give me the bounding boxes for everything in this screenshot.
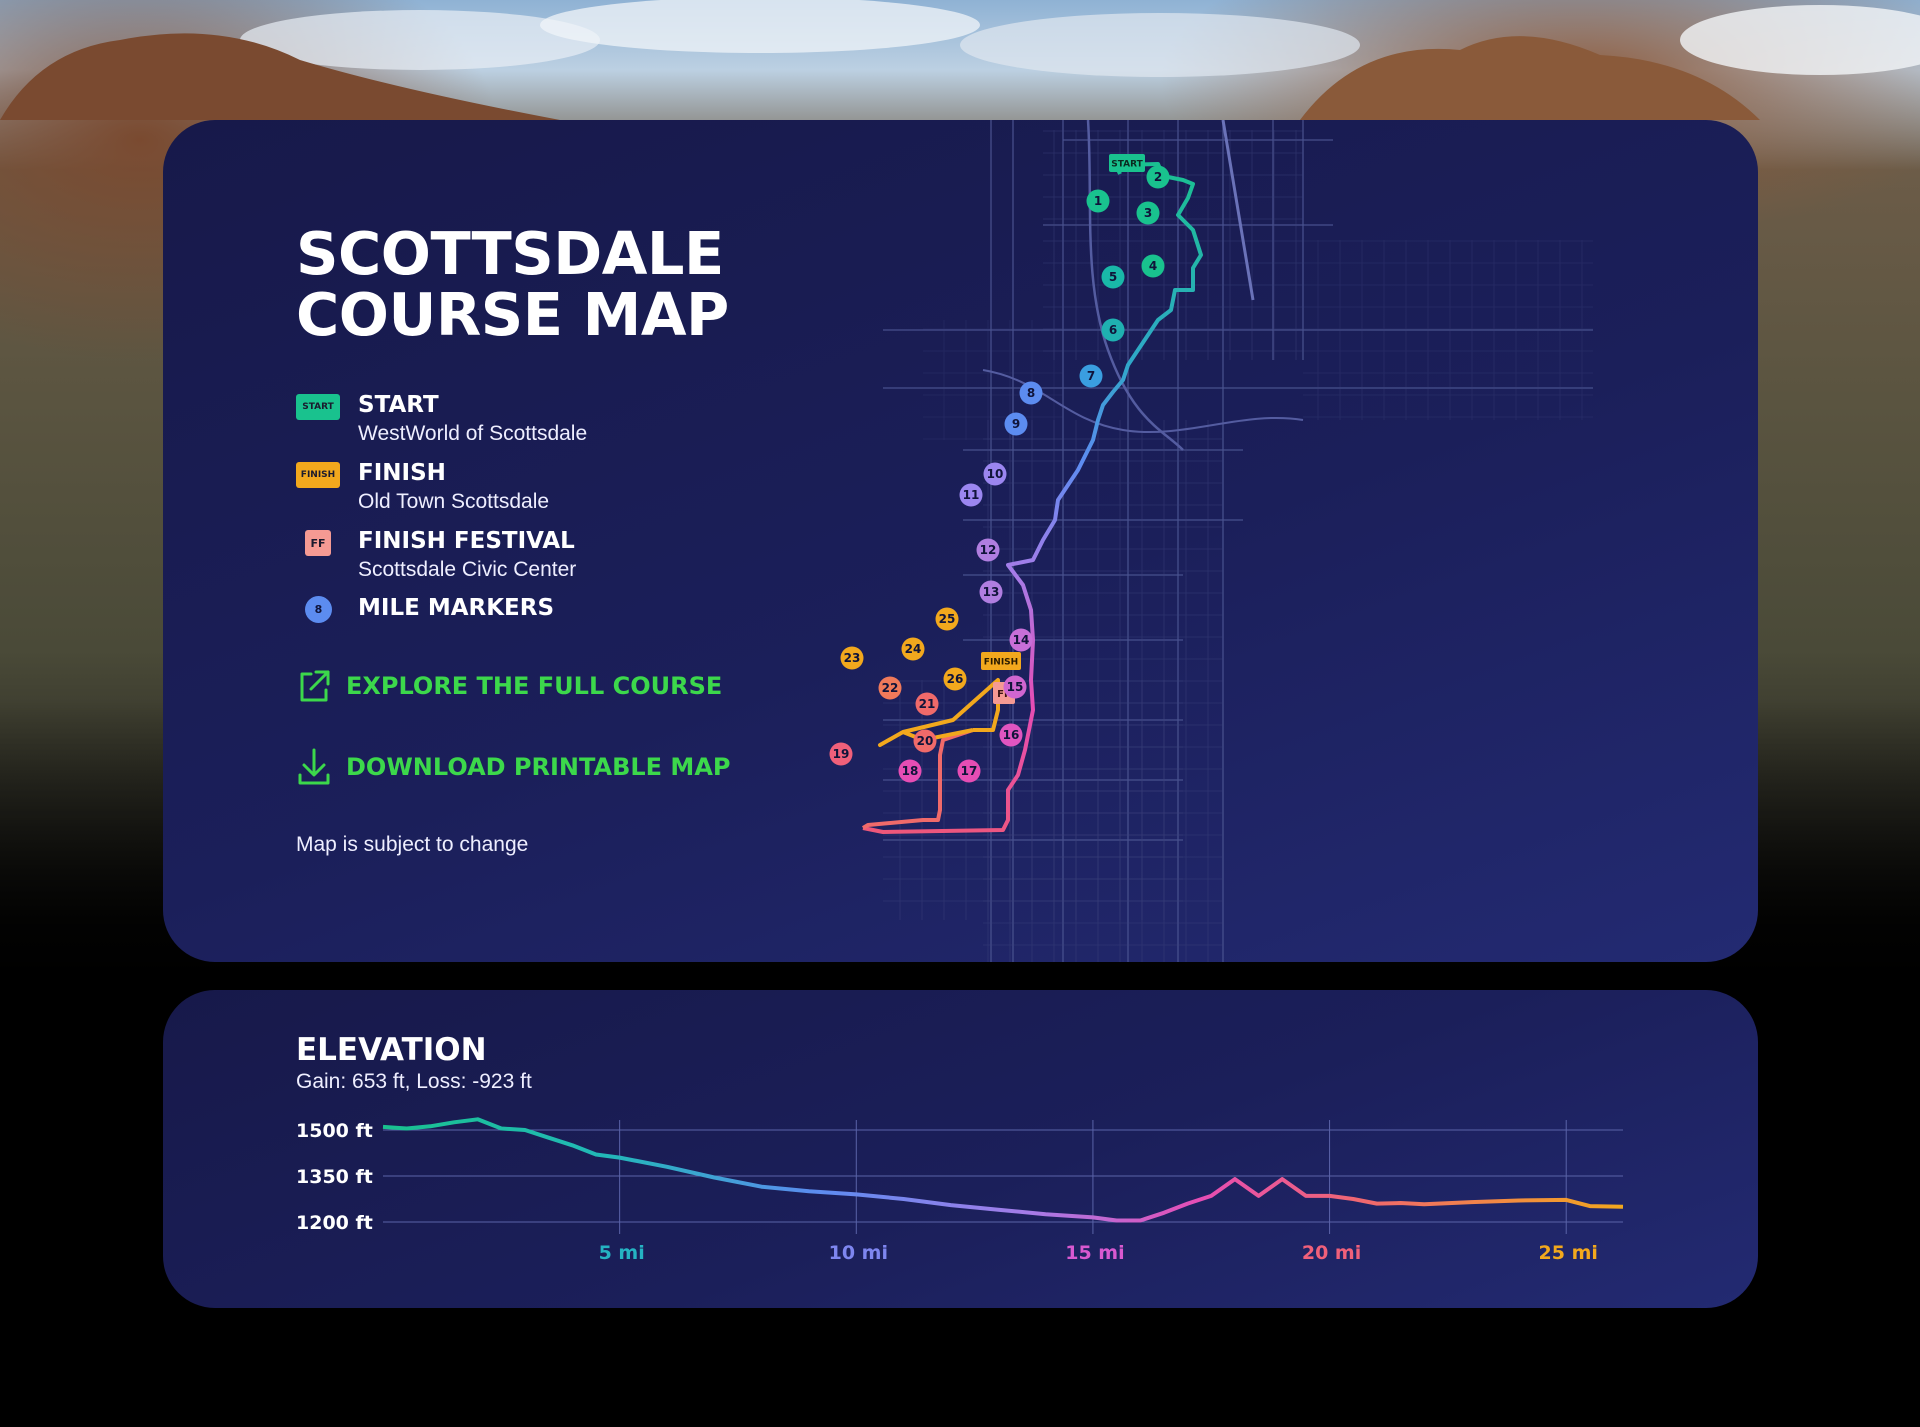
explore-course-link[interactable]: EXPLORE THE FULL COURSE bbox=[296, 666, 722, 706]
mile-marker-20[interactable] bbox=[913, 729, 937, 753]
map-finish-flag[interactable] bbox=[981, 652, 1021, 670]
mile-marker-11[interactable] bbox=[959, 483, 983, 507]
external-link-icon bbox=[300, 670, 330, 702]
mile-marker-label: 19 bbox=[833, 747, 850, 761]
map-finish-label: FINISH bbox=[984, 658, 1018, 668]
legend-festival-title: FINISH FESTIVAL bbox=[358, 528, 575, 554]
mile-marker-2[interactable] bbox=[1146, 165, 1170, 189]
x-tick-label: 5 mi bbox=[599, 1242, 645, 1264]
mile-marker-15[interactable] bbox=[1003, 675, 1027, 699]
x-tick-label: 10 mi bbox=[829, 1242, 888, 1264]
map-start-flag[interactable] bbox=[1109, 154, 1145, 172]
mile-marker-12[interactable] bbox=[976, 538, 1000, 562]
mile-marker-3[interactable] bbox=[1136, 201, 1160, 225]
y-tick-label: 1350 ft bbox=[296, 1166, 373, 1188]
mile-marker-label: 14 bbox=[1013, 633, 1030, 647]
mile-marker-17[interactable] bbox=[957, 759, 981, 783]
legend-start-title: START bbox=[358, 392, 439, 418]
mile-marker-label: 26 bbox=[947, 672, 964, 686]
mile-marker-18[interactable] bbox=[898, 759, 922, 783]
y-tick-label: 1500 ft bbox=[296, 1120, 373, 1142]
mile-marker-9[interactable] bbox=[1004, 412, 1028, 436]
mile-marker-label: 15 bbox=[1007, 680, 1024, 694]
mile-markers: 1234567891011121314151617181920212223242… bbox=[829, 165, 1170, 783]
mile-marker-8[interactable] bbox=[1019, 381, 1043, 405]
y-tick-label: 1200 ft bbox=[296, 1212, 373, 1234]
course-map-card: SCOTTSDALE COURSE MAP START START WestWo… bbox=[163, 120, 1758, 962]
mile-marker-label: 10 bbox=[987, 467, 1004, 481]
mile-marker-label: 18 bbox=[902, 764, 919, 778]
mile-marker-label: 23 bbox=[844, 651, 861, 665]
x-tick-label: 20 mi bbox=[1302, 1242, 1361, 1264]
mile-marker-label: 5 bbox=[1109, 270, 1117, 284]
elevation-chart: 1500 ft 1350 ft 1200 ft 5 mi 10 mi 15 mi 20 m… bbox=[296, 1117, 1624, 1264]
mile-marker-19[interactable] bbox=[829, 742, 853, 766]
elevation-summary: Gain: 653 ft, Loss: -923 ft bbox=[296, 1070, 532, 1093]
mile-marker-label: 20 bbox=[917, 734, 934, 748]
mile-marker-label: 6 bbox=[1109, 323, 1117, 337]
mile-marker-label: 8 bbox=[1027, 386, 1035, 400]
mile-marker-label: 24 bbox=[905, 642, 922, 656]
start-flag-icon: START bbox=[296, 394, 340, 420]
mile-marker-21[interactable] bbox=[915, 692, 939, 716]
elevation-line bbox=[382, 1117, 1624, 1223]
mile-marker-23[interactable] bbox=[840, 646, 864, 670]
title-line-2: COURSE MAP bbox=[296, 280, 729, 349]
mile-marker-label: 16 bbox=[1003, 728, 1020, 742]
page-title: SCOTTSDALE COURSE MAP bbox=[296, 223, 729, 345]
map-festival-label: FF bbox=[997, 689, 1011, 700]
finish-flag-icon: FINISH bbox=[296, 462, 340, 488]
mile-marker-label: 22 bbox=[882, 681, 899, 695]
mile-marker-label: 3 bbox=[1144, 206, 1152, 220]
mile-marker-label: 17 bbox=[961, 764, 978, 778]
x-tick-label: 25 mi bbox=[1539, 1242, 1598, 1264]
sky-clouds bbox=[0, 0, 1920, 120]
mile-marker-label: 12 bbox=[980, 543, 997, 557]
mile-marker-label: 9 bbox=[1012, 417, 1020, 431]
elevation-card: ELEVATION Gain: 653 ft, Loss: -923 ft 15… bbox=[163, 990, 1758, 1308]
mile-marker-26[interactable] bbox=[943, 667, 967, 691]
festival-icon: FF bbox=[305, 530, 331, 556]
disclaimer-note: Map is subject to change bbox=[296, 833, 529, 856]
mile-marker-label: 13 bbox=[983, 585, 1000, 599]
mile-marker-5[interactable] bbox=[1101, 265, 1125, 289]
legend-start-subtitle: WestWorld of Scottsdale bbox=[358, 422, 588, 445]
course-map[interactable]: START FINISH FF 123456789101112131415161… bbox=[163, 120, 1758, 962]
mile-marker-6[interactable] bbox=[1101, 318, 1125, 342]
map-start-label: START bbox=[1111, 160, 1143, 170]
mile-marker-label: 21 bbox=[919, 697, 936, 711]
mile-marker-icon: 8 bbox=[305, 596, 332, 623]
course-route bbox=[861, 162, 1203, 834]
explore-course-label: EXPLORE THE FULL COURSE bbox=[346, 672, 723, 700]
mile-marker-16[interactable] bbox=[999, 723, 1023, 747]
download-map-label: DOWNLOAD PRINTABLE MAP bbox=[346, 753, 731, 781]
elevation-title: ELEVATION bbox=[296, 1032, 487, 1068]
mile-marker-label: 2 bbox=[1154, 170, 1162, 184]
mile-marker-1[interactable] bbox=[1086, 189, 1110, 213]
mile-marker-25[interactable] bbox=[935, 607, 959, 631]
download-map-link[interactable]: DOWNLOAD PRINTABLE MAP bbox=[296, 747, 730, 787]
mile-marker-label: 1 bbox=[1094, 194, 1102, 208]
mile-marker-4[interactable] bbox=[1141, 254, 1165, 278]
mile-marker-22[interactable] bbox=[878, 676, 902, 700]
mile-marker-10[interactable] bbox=[983, 462, 1007, 486]
legend-festival-subtitle: Scottsdale Civic Center bbox=[358, 558, 577, 581]
legend-mile-markers-title: MILE MARKERS bbox=[358, 595, 555, 621]
legend-finish-title: FINISH bbox=[358, 460, 446, 486]
mile-marker-24[interactable] bbox=[901, 637, 925, 661]
mile-marker-7[interactable] bbox=[1079, 364, 1103, 388]
mile-marker-label: 25 bbox=[939, 612, 956, 626]
x-tick-label: 15 mi bbox=[1065, 1242, 1124, 1264]
legend-finish-subtitle: Old Town Scottsdale bbox=[358, 490, 550, 513]
mile-marker-label: 4 bbox=[1149, 259, 1157, 273]
mile-marker-13[interactable] bbox=[979, 580, 1003, 604]
mile-marker-label: 11 bbox=[963, 488, 980, 502]
title-line-1: SCOTTSDALE bbox=[296, 219, 724, 288]
download-icon bbox=[298, 748, 330, 785]
mile-marker-label: 7 bbox=[1087, 369, 1095, 383]
mile-marker-14[interactable] bbox=[1009, 628, 1033, 652]
